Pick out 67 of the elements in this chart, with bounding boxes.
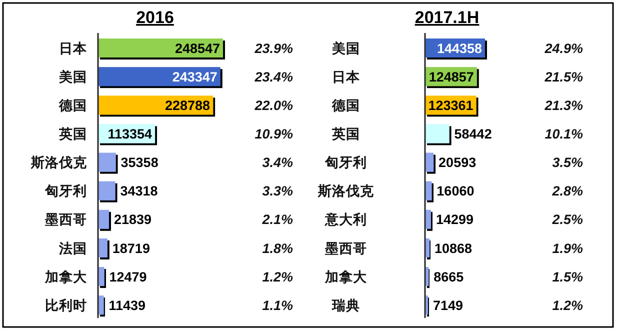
text: 2.1% <box>261 212 293 228</box>
y-tick-label: 墨西哥 <box>44 212 87 228</box>
text: 1.2% <box>552 298 583 313</box>
text: 2.5% <box>551 212 583 228</box>
text: 2.8% <box>551 184 583 199</box>
text: 1.8% <box>262 240 293 256</box>
data-label: 20593 <box>438 155 477 170</box>
bar <box>425 124 450 144</box>
y-tick-label: 法国 <box>58 240 87 256</box>
bar <box>98 181 116 200</box>
data-label: 113354 <box>108 126 152 142</box>
y-tick-label: 斯洛伐克 <box>30 155 87 170</box>
data-label: 34318 <box>120 184 158 199</box>
y-tick-label: 加拿大 <box>324 269 368 284</box>
y-tick-label: 德国 <box>331 98 360 113</box>
data-label: 8665 <box>434 269 464 284</box>
data-label: 16060 <box>436 184 474 199</box>
text: 3.4% <box>262 155 293 170</box>
text: 3.5% <box>552 155 583 170</box>
y-tick-label: 比利时 <box>45 298 87 313</box>
data-label: 144358 <box>436 40 482 56</box>
text: 10.1% <box>544 126 583 142</box>
y-tick-label: 意大利 <box>324 211 367 228</box>
text: 3.3% <box>262 184 293 199</box>
data-label: 18719 <box>112 240 150 256</box>
bar <box>98 210 109 229</box>
data-label: 228788 <box>165 98 211 113</box>
data-label: 21839 <box>114 212 152 228</box>
bar <box>98 152 116 172</box>
text: 23.4% <box>254 69 293 84</box>
y-tick-label: 匈牙利 <box>44 184 87 199</box>
data-label: 14299 <box>436 212 474 228</box>
text: 21.5% <box>544 69 583 84</box>
y-tick-label: 美国 <box>331 40 360 56</box>
data-label: 12479 <box>109 269 147 284</box>
data-label: 10868 <box>434 240 473 256</box>
y-tick-label: 英国 <box>331 126 360 142</box>
y-tick-label: 墨西哥 <box>324 240 367 256</box>
y-tick-label: 日本 <box>59 40 88 56</box>
data-label: 248547 <box>174 40 220 56</box>
text: 22.0% <box>254 98 293 113</box>
text: 24.9% <box>544 40 583 56</box>
bar <box>98 238 108 258</box>
y-tick-label: 美国 <box>58 68 87 84</box>
y-tick-label: 斯洛伐克 <box>317 184 374 199</box>
data-label: 58442 <box>454 126 492 142</box>
text: 1.1% <box>262 298 293 313</box>
chart-title: 2016 <box>136 8 174 27</box>
y-tick-label: 匈牙利 <box>324 155 367 170</box>
text: 10.9% <box>254 126 293 142</box>
y-tick-label: 德国 <box>58 98 87 113</box>
text: 1.5% <box>552 269 583 284</box>
text: 1.2% <box>262 269 293 284</box>
y-tick-label: 英国 <box>58 126 87 142</box>
text: 1.9% <box>552 240 583 256</box>
data-label: 11439 <box>108 298 146 313</box>
text: 21.3% <box>544 98 583 113</box>
y-tick-label: 加拿大 <box>44 269 88 284</box>
data-label: 124857 <box>428 69 474 84</box>
y-tick-label: 瑞典 <box>331 298 360 313</box>
data-label: 35358 <box>120 155 159 170</box>
data-label: 123361 <box>428 98 474 113</box>
data-label: 243347 <box>172 69 218 84</box>
data-label: 7149 <box>432 298 464 313</box>
text: 23.9% <box>254 40 293 56</box>
chart-title: 2017.1H <box>414 8 480 27</box>
y-tick-label: 日本 <box>332 69 361 84</box>
